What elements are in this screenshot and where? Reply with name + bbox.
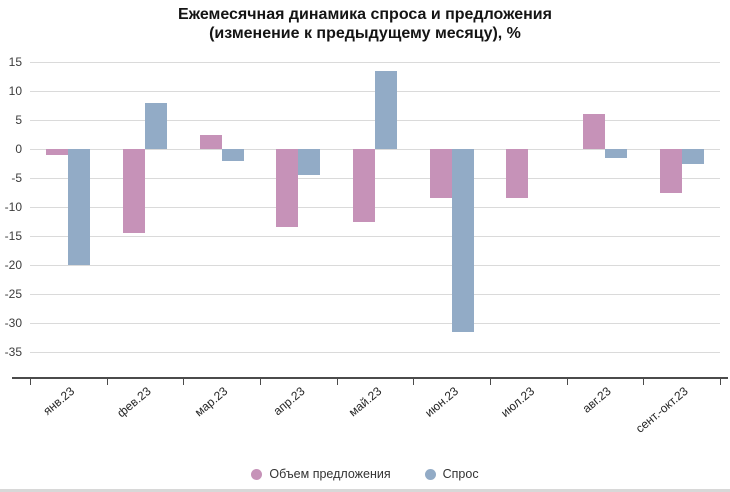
y-axis: 15 10 5 0 -5 -10 -15 -20 -25 -30 -35 [0,55,22,359]
gridline [30,149,720,150]
legend-item-supply: Объем предложения [251,467,391,481]
gridline [30,352,720,353]
x-axis-tick [566,379,568,385]
x-axis-tick [30,379,31,385]
y-axis-label: -35 [4,345,22,359]
plot-area [30,62,720,353]
bar-supply-июл.23 [506,149,529,199]
y-axis-label: -15 [4,229,22,243]
y-axis-label: -25 [4,287,22,301]
bar-demand-янв.23 [68,149,91,265]
gridline [30,323,720,324]
bar-supply-мар.23 [199,134,222,149]
y-axis-label: 15 [8,55,22,69]
x-axis-ticks [30,379,721,385]
bar-demand-фев.23 [145,102,168,149]
y-axis-label: 0 [15,142,22,156]
x-axis-tick [643,379,645,385]
x-axis-label: авг.23 [579,384,614,416]
x-axis-label: янв.23 [40,384,78,418]
y-axis-label: 5 [15,113,22,127]
bar-supply-сент.-окт.23 [659,149,682,193]
legend: Объем предложения Спрос [0,467,730,481]
gridline [30,294,720,295]
gridline [30,265,720,266]
y-axis-label: -30 [4,316,22,330]
bar-supply-авг.23 [582,114,605,149]
bar-supply-фев.23 [122,149,145,234]
bar-supply-янв.23 [46,149,69,155]
x-axis-tick [490,379,491,385]
bottom-edge [0,489,730,492]
x-axis-tick [260,379,261,385]
gridline [30,62,720,63]
y-axis-label: -20 [4,258,22,272]
gridline [30,236,720,237]
x-axis-label: май.23 [345,384,384,420]
y-axis-label: -10 [4,200,22,214]
bar-supply-май.23 [352,149,375,222]
gridline [30,207,720,208]
y-axis-label: 10 [8,84,22,98]
x-axis-tick [720,379,721,385]
legend-label-demand: Спрос [442,467,479,481]
bar-demand-май.23 [375,70,398,149]
y-axis-label: -5 [11,171,22,185]
x-axis-tick [183,379,185,385]
legend-item-demand: Спрос [424,467,479,481]
legend-dot-supply [251,468,263,480]
bar-supply-июн.23 [429,149,452,199]
chart-title: Ежемесячная динамика спроса и предложени… [178,6,552,23]
x-axis-label: июл.23 [498,384,538,420]
x-axis-label: апр.23 [270,384,308,419]
x-axis-labels: янв.23 фев.23 мар.23 апр.23 май.23 июн.23 июл.… [30,384,720,456]
legend-label-supply: Объем предложения [269,467,391,481]
chart-subtitle: (изменение к предыдущему месяцу), % [209,25,521,42]
x-axis-tick [336,379,338,385]
bar-demand-авг.23 [605,149,628,158]
bar-demand-апр.23 [298,149,321,176]
x-axis-label: мар.23 [192,384,231,420]
x-axis-line [12,377,728,379]
bar-demand-сент.-окт.23 [681,149,704,164]
gridline [30,178,720,179]
bar-supply-апр.23 [276,149,299,228]
bar-demand-мар.23 [221,149,244,161]
bar-demand-июн.23 [451,149,474,332]
x-axis-label: сент.-окт.23 [632,384,691,436]
x-axis-label: фев.23 [114,384,154,421]
legend-dot-demand [424,468,436,480]
x-axis-label: июн.23 [421,384,461,420]
x-axis-tick [106,379,108,385]
x-axis-tick [413,379,415,385]
